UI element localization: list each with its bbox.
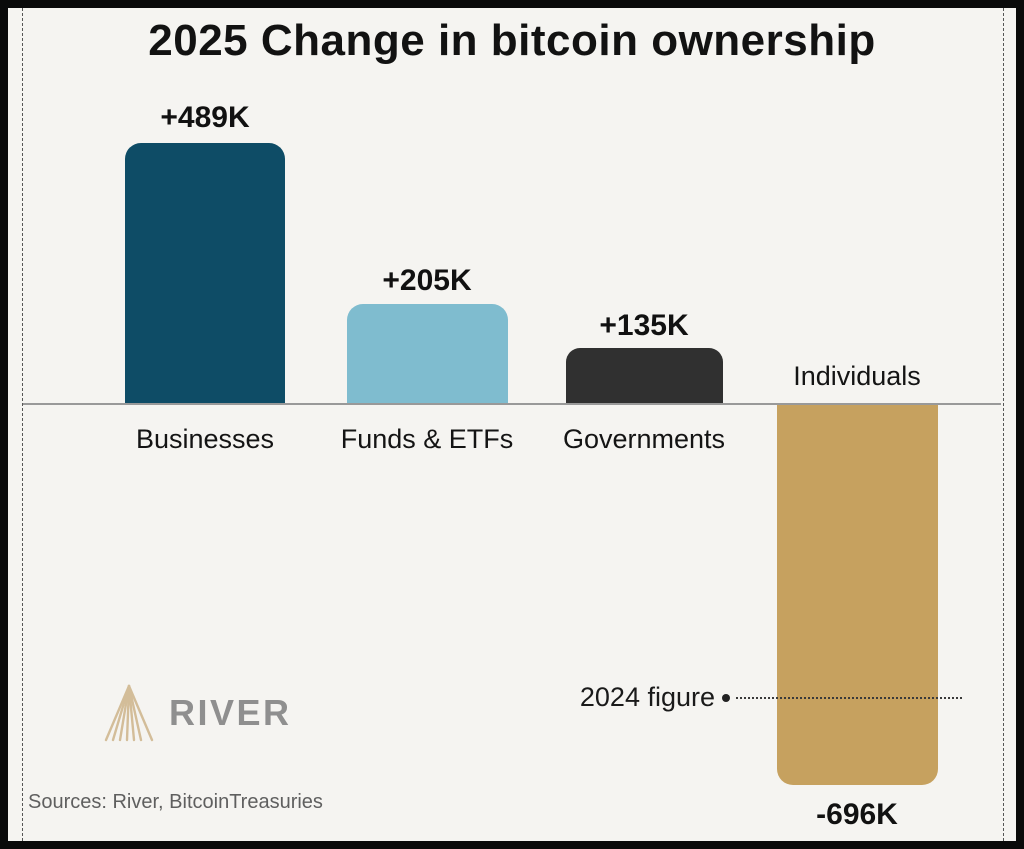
river-logo: RIVER	[103, 682, 292, 744]
sources-text: Sources: River, BitcoinTreasuries	[28, 791, 323, 813]
bar-governments	[566, 348, 723, 403]
category-label-businesses: Businesses	[135, 424, 275, 454]
river-logo-icon	[104, 684, 154, 742]
annotation-dotted-line	[736, 697, 962, 699]
category-label-funds-etfs: Funds & ETFs	[340, 424, 514, 454]
bar-funds-etfs	[347, 304, 508, 403]
value-label-funds-etfs: +205K	[382, 264, 472, 297]
annotation-2024-figure-label: 2024 figure	[579, 682, 715, 712]
value-label-governments: +135K	[599, 309, 689, 342]
category-label-individuals: Individuals	[793, 361, 921, 391]
river-logo-text: RIVER	[169, 692, 292, 733]
dashed-guide-left	[22, 8, 23, 841]
value-label-businesses: +489K	[160, 101, 250, 134]
value-label-individuals: -696K	[816, 798, 898, 831]
bar-individuals	[777, 405, 938, 785]
dashed-guide-right	[1003, 8, 1004, 841]
bar-businesses	[125, 143, 285, 403]
annotation-dot	[722, 694, 730, 702]
chart-title: 2025 Change in bitcoin ownership	[148, 16, 876, 65]
x-axis-line	[23, 403, 1001, 405]
category-label-governments: Governments	[562, 424, 726, 454]
